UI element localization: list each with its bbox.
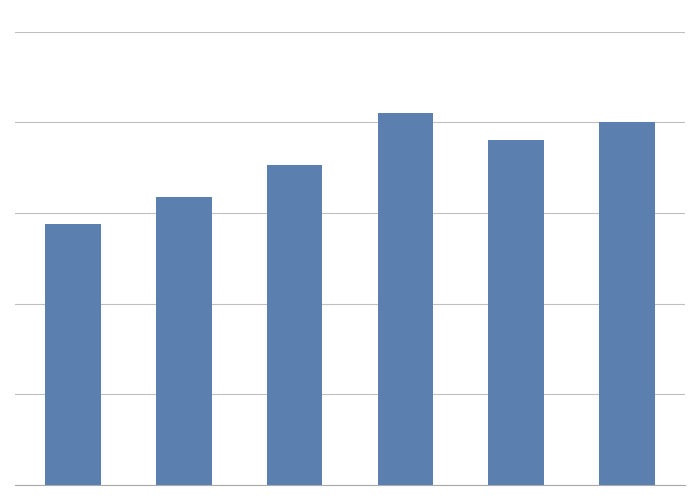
Bar <box>599 122 654 485</box>
Bar <box>489 140 544 485</box>
Bar <box>46 224 101 485</box>
Bar <box>378 114 433 485</box>
Bar <box>267 166 322 485</box>
Bar <box>156 197 211 485</box>
